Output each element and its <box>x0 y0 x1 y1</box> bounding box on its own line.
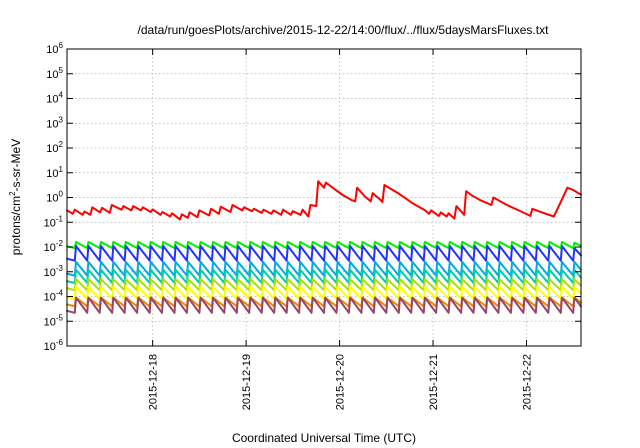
y-tick-label: 10-6 <box>44 338 64 353</box>
y-tick-label: 105 <box>46 66 63 81</box>
y-axis-label-suffix: -s-sr-MeV <box>9 139 23 192</box>
y-axis-label: protons/cm2-s-sr-MeV <box>8 139 23 255</box>
y-tick-label: 10-2 <box>44 239 64 254</box>
x-tick-label: 2015-12-18 <box>148 354 160 410</box>
series-line-1 <box>66 180 582 221</box>
y-axis-label-prefix: protons/cm <box>9 196 23 255</box>
x-axis-label: Coordinated Universal Time (UTC) <box>232 431 416 445</box>
y-tick-label: 106 <box>46 41 63 56</box>
x-axis-ticks: 2015-12-18 2015-12-19 2015-12-20 2015-12-21… <box>148 49 533 410</box>
series-layer <box>66 180 582 314</box>
y-tick-label: 10-5 <box>44 313 64 328</box>
y-tick-label: 104 <box>46 91 63 106</box>
x-tick-label: 2015-12-21 <box>428 354 440 410</box>
series-line-7 <box>66 285 582 300</box>
y-tick-label: 101 <box>46 165 63 180</box>
y-axis-ticks: 10-6 10-5 10-4 10-3 10-2 10-1 100 101 102 103 104 1… <box>44 41 581 353</box>
y-tick-label: 103 <box>46 115 63 130</box>
y-axis-label-sup: 2 <box>8 191 17 196</box>
y-tick-label: 10-3 <box>44 264 64 279</box>
x-tick-label: 2015-12-19 <box>241 354 253 410</box>
y-tick-label: 100 <box>46 190 63 205</box>
series-line-9 <box>66 296 582 314</box>
chart-title: /data/run/goesPlots/archive/2015-12-22/1… <box>138 23 550 37</box>
y-tick-label: 10-4 <box>44 289 64 304</box>
y-tick-label: 10-1 <box>44 214 64 229</box>
y-tick-label: 102 <box>46 140 63 155</box>
x-tick-label: 2015-12-22 <box>521 354 533 410</box>
x-tick-label: 2015-12-20 <box>335 354 347 410</box>
series-line-3 <box>66 245 582 262</box>
